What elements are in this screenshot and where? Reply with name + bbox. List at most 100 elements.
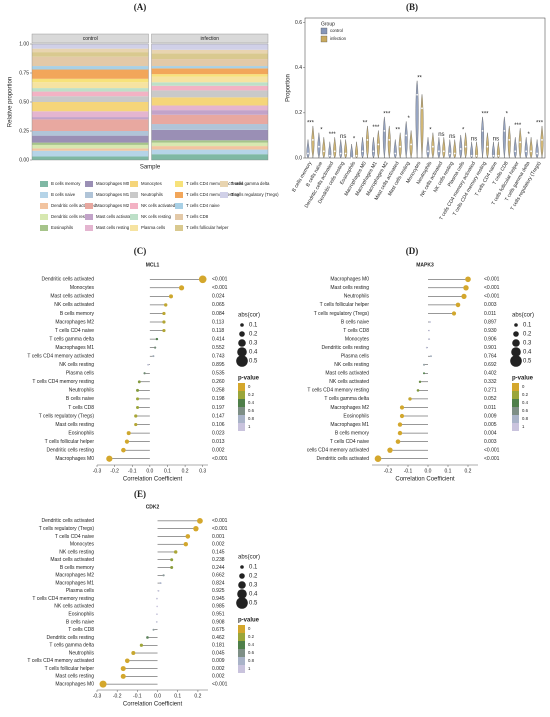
stack-segment (151, 74, 268, 77)
p-value-label: 0.692 (484, 362, 497, 368)
lollipop-dot (152, 628, 155, 631)
lollipop-dot (170, 566, 174, 570)
median-point (427, 150, 429, 153)
size-legend-label: 0.2 (523, 332, 532, 338)
legend-swatch (175, 225, 183, 231)
p-value-label: 0.052 (484, 396, 497, 402)
size-legend-dot (511, 347, 521, 357)
size-legend-dot (236, 355, 248, 367)
lollipop-dot (124, 439, 130, 444)
color-legend-label: 0 (522, 384, 525, 389)
color-legend-swatch (512, 415, 519, 423)
p-value-label: 0.084 (212, 311, 225, 317)
x-tick-label: 0.1 (164, 468, 171, 474)
color-legend-title: p-value (238, 618, 260, 624)
row-label: Dendritic cells activated (41, 518, 94, 524)
row-label: NK cells resting (59, 362, 94, 368)
size-legend-dot (237, 589, 247, 599)
significance-label: *** (536, 121, 544, 127)
y-tick-label: 0.6 (295, 20, 302, 26)
lollipop-dot (155, 621, 158, 623)
color-legend-swatch (238, 399, 245, 407)
lollipop-dot (463, 285, 469, 291)
stack-segment (151, 85, 268, 91)
legend-label: infection (330, 36, 347, 41)
row-label: T cells regulatory (Tregs) (314, 311, 370, 317)
p-value-label: 0.003 (484, 302, 497, 308)
violin (311, 125, 315, 159)
p-value-label: 0.901 (484, 345, 497, 351)
p-value-label: 0.013 (212, 439, 225, 445)
row-label: Monocytes (345, 336, 370, 342)
x-tick-label: 0.0 (146, 468, 153, 474)
p-value-label: 0.118 (212, 328, 224, 334)
color-legend-swatch (238, 633, 245, 641)
legend-label: NK cells activated (141, 203, 176, 208)
violin (470, 141, 474, 159)
legend-label: Mast cells activated (96, 214, 134, 219)
significance-label: ns (438, 132, 444, 138)
legend-label: Mast cells resting (96, 225, 130, 230)
gene-title: MAPK3 (416, 262, 434, 268)
color-legend-label: 0.6 (522, 408, 529, 413)
median-point (410, 143, 412, 146)
x-tick-label: -0.2 (113, 693, 122, 699)
lollipop-dot (387, 447, 393, 453)
x-tick-label: -0.1 (404, 468, 413, 474)
p-value-label: 0.002 (212, 674, 225, 680)
legend-swatch (85, 203, 93, 209)
color-legend-swatch (512, 423, 519, 431)
x-axis-title: Correlation Coefficient (395, 477, 455, 483)
stack-segment (151, 68, 268, 75)
row-label: Macrophages M0 (330, 277, 369, 283)
median-point (388, 139, 391, 141)
size-legend-title: abs(cor) (238, 313, 260, 319)
violin (459, 134, 463, 159)
median-point (318, 145, 320, 148)
x-tick-label: -0.1 (128, 468, 137, 474)
p-value-label: 0.011 (484, 311, 496, 317)
size-legend-title: abs(cor) (238, 555, 260, 561)
violin (502, 116, 506, 159)
lollipop-dot (428, 338, 431, 340)
p-value-label: <0.001 (212, 277, 228, 283)
stack-segment (32, 119, 149, 131)
x-tick-label: -0.1 (133, 693, 142, 699)
row-label: Eosinophils (68, 611, 94, 617)
lollipop-dot (465, 276, 471, 283)
color-legend-swatch (512, 399, 519, 407)
row-label: T cells CD4 naive (330, 439, 369, 445)
legend-label: Plasma cells (141, 225, 165, 230)
p-value-label: 0.897 (484, 319, 497, 325)
stack-segment (32, 156, 149, 160)
lollipop-dot (423, 363, 425, 366)
legend-label: Dendritic cells activated (51, 203, 97, 208)
x-tick-label: -0.3 (93, 468, 102, 474)
lollipop-dot (136, 405, 140, 409)
row-label: Macrophages M2 (55, 573, 94, 579)
row-label: Mast cells resting (55, 422, 94, 428)
median-point (497, 154, 500, 157)
violin (371, 137, 375, 159)
lollipop-dot (154, 346, 157, 349)
p-value-label: 0.147 (212, 413, 225, 419)
violin (507, 125, 511, 159)
lollipop-dot (162, 311, 166, 316)
y-tick-label: 0.75 (19, 70, 29, 76)
legend-label: Macrophages M2 (96, 203, 130, 208)
median-point (536, 152, 538, 155)
p-value-label: 0.181 (212, 643, 225, 649)
lollipop-dot (120, 673, 126, 679)
median-point (514, 150, 517, 153)
stack-segment (32, 131, 149, 136)
color-legend-swatch (238, 391, 245, 399)
p-value-label: <0.001 (484, 448, 500, 454)
p-value-label: 0.023 (212, 430, 225, 436)
median-point (366, 139, 369, 141)
p-value-label: <0.001 (212, 456, 228, 462)
lollipop-dot (193, 525, 199, 532)
median-point (416, 93, 418, 96)
median-point (486, 145, 489, 148)
color-legend-label: 1 (248, 424, 251, 429)
color-legend-label: 0.2 (522, 392, 529, 397)
